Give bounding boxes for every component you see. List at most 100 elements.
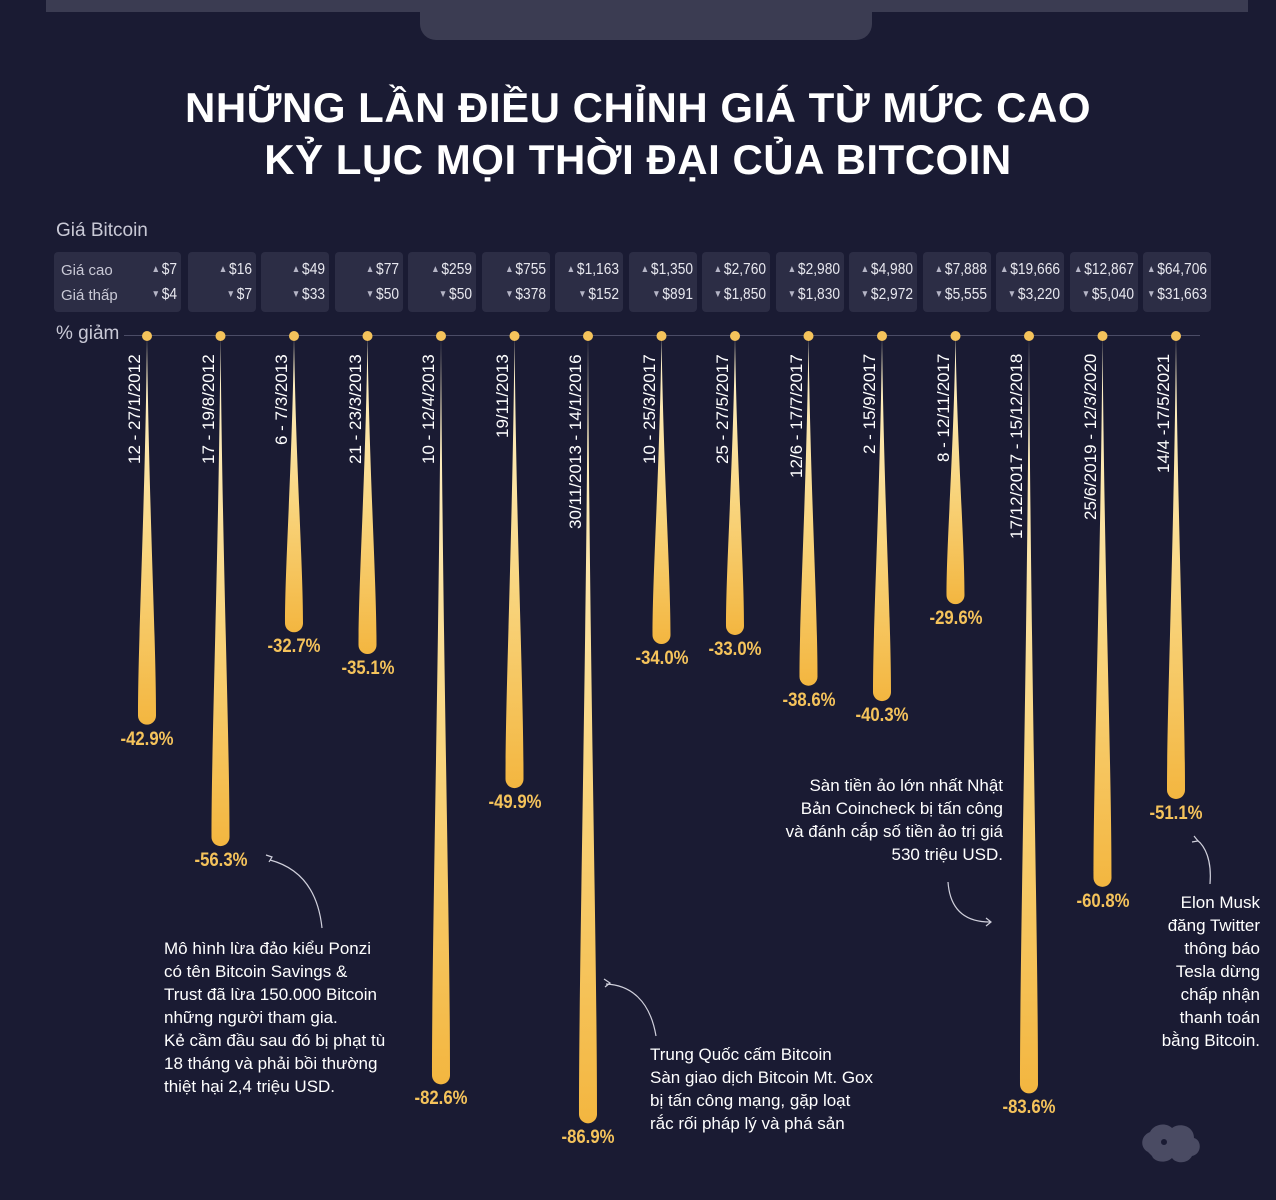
- baseline-dot: [215, 331, 226, 341]
- high-price: ▲ $4,980: [860, 261, 913, 278]
- percent-label: -38.6%: [782, 689, 835, 711]
- chart-title: NHỮNG LẦN ĐIỀU CHỈNH GIÁ TỪ MỨC CAO KỶ L…: [0, 82, 1276, 186]
- drop-bar: [726, 336, 744, 635]
- drop-bar: [1167, 336, 1185, 799]
- low-price: ▼ $1,830: [787, 286, 840, 303]
- high-price: ▲ $1,350: [640, 261, 693, 278]
- baseline-dot: [803, 331, 814, 341]
- drop-bar: [505, 336, 524, 789]
- china-arrow: [605, 983, 657, 1037]
- drop-bar: [285, 336, 303, 633]
- low-price: ▼ $50: [438, 286, 472, 303]
- musk-arrow: [1196, 839, 1211, 885]
- percent-label: -56.3%: [194, 850, 247, 872]
- low-price: ▼ $5,555: [934, 286, 987, 303]
- percent-label: -51.1%: [1149, 802, 1203, 824]
- price-box: ▲ $12,867 ▼ $5,040: [1069, 252, 1138, 312]
- high-price-label: Giá cao: [61, 262, 113, 279]
- low-price: ▼ $50: [365, 286, 399, 303]
- low-price: ▼ $31,663: [1147, 286, 1207, 303]
- note-china: Trung Quốc cấm Bitcoin Sàn giao dịch Bit…: [650, 1045, 874, 1133]
- drop-bar: [358, 336, 377, 655]
- price-box: ▲ $4,980 ▼ $2,972: [849, 252, 917, 312]
- price-box: ▲ $7,888 ▼ $5,555: [922, 252, 991, 312]
- baseline-dot: [730, 331, 740, 341]
- high-price: ▲ $19,666: [1000, 261, 1060, 278]
- price-box: ▲ $1,350 ▼ $891: [628, 252, 697, 312]
- high-price: ▲ $12,867: [1073, 261, 1134, 278]
- note-coincheck: Sàn tiền ảo lớn nhất Nhật Bản Coincheck …: [785, 776, 1003, 864]
- percent-label: -40.3%: [855, 705, 909, 727]
- price-box: ▲ $16 ▼ $7: [187, 252, 256, 312]
- high-price: ▲ $64,706: [1147, 261, 1207, 278]
- price-box: ▲ $49 ▼ $33: [261, 252, 329, 312]
- percent-label: -82.6%: [414, 1088, 468, 1110]
- low-price: ▼ $2,972: [860, 286, 913, 303]
- percent-label: -49.9%: [488, 792, 541, 814]
- baseline-dot: [1024, 331, 1034, 341]
- percent-label: -29.6%: [929, 608, 982, 630]
- low-price: ▼ $5,040: [1081, 286, 1134, 303]
- price-heading: Giá Bitcoin: [56, 220, 148, 241]
- drop-bar: [579, 336, 597, 1124]
- high-price: ▲ $2,760: [713, 261, 766, 278]
- low-price: ▼ $1,850: [713, 286, 766, 303]
- high-price: ▲ $259: [431, 261, 472, 278]
- note-musk: Elon Musk đăng Twitter thông báo Tesla d…: [1161, 893, 1260, 1050]
- percent-label: -60.8%: [1076, 890, 1129, 912]
- baseline-dot: [1171, 331, 1181, 341]
- price-box: ▲ $77 ▼ $50: [334, 252, 403, 312]
- baseline-dot: [656, 331, 667, 341]
- price-box: ▲ $64,706 ▼ $31,663: [1143, 252, 1211, 312]
- high-price: ▲ $16: [218, 261, 252, 278]
- baseline-dot: [142, 331, 152, 341]
- drop-bar: [1020, 336, 1038, 1094]
- price-box: ▲ $2,980 ▼ $1,830: [775, 252, 844, 312]
- drop-bar: [1093, 336, 1112, 887]
- ponzi-arrow: [269, 859, 323, 929]
- baseline-dot: [950, 331, 961, 341]
- drop-bar: [138, 336, 156, 725]
- baseline-dot: [362, 331, 373, 341]
- top-tab: [420, 0, 872, 40]
- baseline-dot: [509, 331, 520, 341]
- low-price: ▼ $7: [225, 286, 252, 303]
- percent-label: -83.6%: [1002, 1097, 1056, 1119]
- low-price: ▼ $33: [291, 286, 325, 303]
- low-price: ▼ $152: [578, 286, 619, 303]
- high-price: ▲ $755: [504, 261, 546, 278]
- percent-label: -42.9%: [120, 728, 174, 750]
- drop-bar: [799, 336, 818, 686]
- baseline-dot: [877, 331, 887, 341]
- price-box: ▲ $259 ▼ $50: [408, 252, 476, 312]
- high-price: ▲ $77: [365, 261, 399, 278]
- price-box: ▲ $19,666 ▼ $3,220: [996, 252, 1064, 312]
- coincheck-arrow-head: [985, 917, 992, 927]
- drop-bar: [211, 336, 230, 847]
- price-box: ▲ $755 ▼ $378: [481, 252, 550, 312]
- high-price: ▲ $2,980: [787, 261, 840, 278]
- baseline-dot: [1097, 331, 1108, 341]
- baseline-dot: [583, 331, 593, 341]
- percent-label: -32.7%: [267, 636, 321, 658]
- price-box: ▲ $2,760 ▼ $1,850: [702, 252, 770, 312]
- title-line-1: NHỮNG LẦN ĐIỀU CHỈNH GIÁ TỪ MỨC CAO: [184, 84, 1091, 131]
- percent-heading: % giảm: [56, 323, 120, 344]
- drop-bar: [946, 336, 965, 605]
- percent-label: -33.0%: [708, 638, 762, 660]
- low-price: ▼ $4: [151, 286, 177, 303]
- price-box: ▲ $1,163 ▼ $152: [555, 252, 623, 312]
- baseline-dot: [436, 331, 446, 341]
- low-price: ▼ $891: [651, 286, 693, 303]
- baseline-dot: [289, 331, 299, 341]
- title-line-2: KỶ LỤC MỌI THỜI ĐẠI CỦA BITCOIN: [264, 136, 1012, 183]
- low-price: ▼ $378: [504, 286, 546, 303]
- note-ponzi: Mô hình lừa đảo kiểu Ponzi có tên Bitcoi…: [164, 939, 386, 1096]
- price-box: ▲ $7 ▼ $4: [54, 252, 181, 312]
- low-price: ▼ $3,220: [1007, 286, 1060, 303]
- drop-bar: [432, 336, 450, 1085]
- china-arrow-head: [603, 978, 612, 988]
- musk-arrow-head: [1191, 835, 1200, 843]
- high-price: ▲ $49: [291, 261, 325, 278]
